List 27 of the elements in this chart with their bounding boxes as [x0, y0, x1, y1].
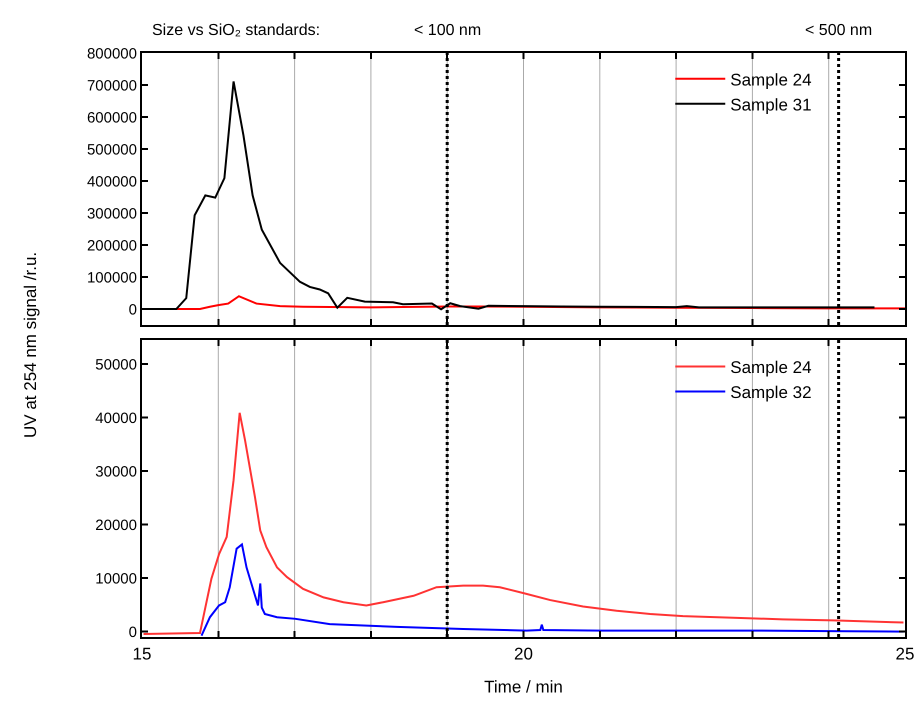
legend-label: Sample 24 [730, 70, 812, 90]
y-tick-label: 700000 [86, 77, 137, 94]
y-tick-label: 100000 [86, 269, 137, 286]
ref-line-label: < 100 nm [414, 22, 482, 39]
x-axis-title: Time / min [484, 677, 563, 696]
x-tick-label: 20 [514, 644, 533, 664]
y-tick-label: 800000 [86, 45, 137, 62]
x-tick-label: 25 [896, 644, 914, 664]
y-tick-label: 30000 [95, 463, 137, 480]
y-tick-label: 20000 [95, 516, 137, 534]
y-tick-label: 0 [128, 624, 137, 641]
y-tick-label: 400000 [86, 173, 137, 190]
ref-line-label: < 500 nm [805, 22, 872, 39]
y-tick-label: 600000 [86, 109, 137, 126]
y-tick-label: 10000 [95, 570, 137, 588]
text: Size vs SiO₂ standards: [152, 22, 320, 39]
x-tick-label: 15 [132, 644, 152, 664]
legend-label: Sample 24 [730, 358, 812, 378]
y-axis-title: UV at 254 nm signal /r.u. [21, 252, 40, 438]
y-tick-label: 0 [128, 301, 137, 318]
legend-label: Sample 31 [730, 95, 812, 114]
y-tick-label: 500000 [86, 141, 137, 158]
legend-label: Sample 32 [730, 383, 812, 402]
y-tick-label: 300000 [86, 205, 137, 222]
y-tick-label: 200000 [86, 237, 137, 254]
y-tick-label: 40000 [95, 410, 137, 427]
y-tick-label: 50000 [95, 356, 137, 374]
